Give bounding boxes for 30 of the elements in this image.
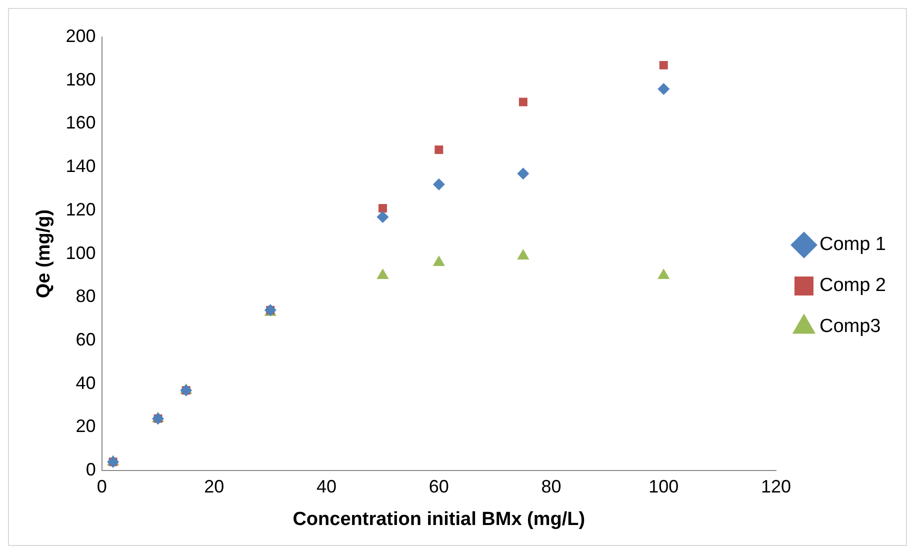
- y-tick-label: 180: [66, 69, 96, 90]
- y-tick-label: 140: [66, 156, 96, 176]
- y-tick-label: 60: [76, 329, 96, 350]
- y-tick-label: 0: [86, 460, 96, 480]
- legend-label: Comp 1: [819, 234, 886, 256]
- x-tick-label: 40: [316, 476, 337, 496]
- y-tick-label: 40: [76, 372, 96, 393]
- y-tick-label: 100: [66, 242, 96, 263]
- legend-label: Comp 2: [819, 275, 886, 296]
- x-tick-label: 100: [648, 476, 679, 496]
- x-tick-label: 80: [541, 476, 562, 496]
- y-tick-label: 200: [66, 26, 96, 46]
- point: [432, 178, 445, 190]
- x-tick-label: 20: [204, 476, 224, 496]
- y-tick-label: 20: [76, 416, 96, 436]
- x-axis-title: Concentration initial BMx (mg/L): [292, 508, 586, 530]
- legend-label: Comp3: [819, 316, 881, 338]
- y-tick-label: 80: [76, 286, 96, 306]
- y-tick-label: 160: [66, 112, 96, 133]
- point: [434, 145, 444, 154]
- point: [376, 210, 389, 223]
- point: [518, 98, 528, 106]
- point: [378, 204, 387, 213]
- x-tick-label: 120: [760, 476, 791, 496]
- y-tick-label: 120: [66, 199, 96, 220]
- point: [517, 168, 530, 180]
- point: [659, 60, 668, 70]
- y-axis-title: Qe (mg/g): [34, 209, 55, 298]
- point: [658, 83, 670, 96]
- x-tick-label: 60: [428, 476, 449, 496]
